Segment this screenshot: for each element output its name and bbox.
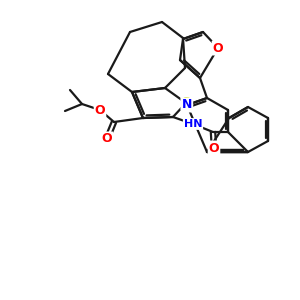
Text: O: O bbox=[213, 41, 223, 55]
Text: O: O bbox=[209, 142, 219, 154]
Text: S: S bbox=[182, 97, 190, 110]
Text: O: O bbox=[102, 133, 112, 146]
Text: N: N bbox=[182, 98, 192, 112]
Text: HN: HN bbox=[184, 119, 202, 129]
Text: O: O bbox=[95, 103, 105, 116]
